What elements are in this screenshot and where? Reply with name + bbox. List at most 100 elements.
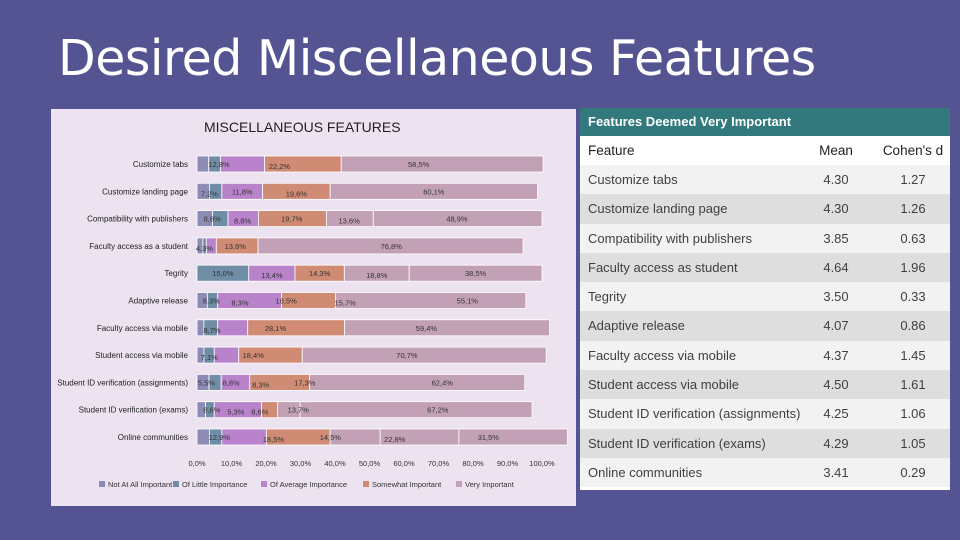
data-label: 60,1%	[423, 187, 445, 196]
data-label: 7,2%	[201, 189, 218, 198]
table-cell-cohens-d: 1.27	[900, 172, 926, 187]
table-row: Customize landing page 4.30 1.26	[580, 194, 950, 224]
table-cell-mean: 4.50	[823, 377, 849, 393]
table-row: Adaptive release 4.07 0.86	[580, 311, 950, 341]
table-cell-cohens-d: 1.96	[900, 259, 926, 275]
legend-swatch	[99, 481, 105, 487]
category-label: Tegrity	[164, 269, 188, 278]
x-tick-label: 80,0%	[462, 459, 484, 468]
data-label: 17,3%	[294, 378, 316, 387]
legend-swatch	[173, 481, 179, 487]
bar-segment	[257, 237, 524, 255]
bar-segment	[217, 319, 249, 337]
table-row: Student access via mobile 4.50 1.61	[580, 370, 950, 400]
category-label: Faculty access as a student	[89, 242, 188, 251]
bar-segment	[213, 346, 240, 364]
data-label: 12,9%	[209, 433, 231, 442]
data-label: 31,5%	[478, 433, 500, 442]
table-cell-cohens-d: 1.45	[900, 347, 926, 363]
table-title: Features Deemed Very Important	[580, 108, 950, 136]
table-row: Compatibility with publishers 3.85 0.63	[580, 223, 950, 253]
table-body: Customize tabs 4.30 1.27 Customize landing …	[580, 165, 950, 488]
chart-title: MISCELLANEOUS FEATURES	[204, 119, 401, 135]
data-label: 13,6%	[225, 242, 247, 251]
category-label: Student access via mobile	[95, 351, 188, 360]
table-cell-feature: Adaptive release	[588, 318, 685, 334]
category-label: Student ID verification (assignments)	[57, 378, 188, 387]
table-cell-cohens-d: 0.63	[900, 230, 926, 246]
data-label: 5,3%	[227, 408, 244, 417]
table-cell-cohens-d: 0.86	[900, 318, 926, 334]
data-label: 18,5%	[263, 435, 285, 444]
legend-label: Very Important	[465, 480, 515, 489]
table-cell-mean: 4.37	[823, 347, 849, 363]
chart-panel: MISCELLANEOUS FEATURES Customize tabs 12,8…	[51, 109, 576, 506]
legend-swatch	[261, 481, 267, 487]
data-label: 28,1%	[265, 324, 287, 333]
data-label: 8,6%	[203, 406, 220, 415]
table-cell-mean: 4.64	[823, 259, 849, 275]
data-label: 8,8%	[223, 378, 240, 387]
data-label: 8,8%	[234, 217, 251, 226]
category-label: Customize landing page	[102, 187, 188, 196]
table-cell-feature: Customize tabs	[588, 172, 678, 187]
bar-segment	[247, 319, 346, 337]
bar-segment	[344, 319, 550, 337]
x-tick-label: 20,0%	[255, 459, 277, 468]
column-header-mean: Mean	[819, 143, 853, 158]
legend-label: Somewhat Important	[372, 480, 442, 489]
data-label: 5,5%	[198, 378, 215, 387]
data-label: 59,4%	[416, 324, 438, 333]
table-cell-mean: 4.30	[823, 201, 849, 217]
category-label: Student ID verification (exams)	[79, 406, 189, 415]
table-row: Faculty access via mobile 4.37 1.45	[580, 340, 950, 371]
data-label: 55,1%	[457, 297, 479, 306]
table-row: Customize tabs 4.30 1.27	[580, 165, 950, 195]
data-label: 8,8%	[204, 215, 221, 224]
table-cell-mean: 4.29	[823, 435, 849, 451]
data-label: 67,2%	[427, 406, 449, 415]
data-label: 19,7%	[281, 215, 303, 224]
x-tick-label: 100,0%	[529, 459, 555, 468]
data-label: 62,4%	[432, 378, 454, 387]
table-cell-feature: Student ID verification (exams)	[588, 435, 766, 451]
data-label: 18,8%	[366, 271, 388, 280]
table-cell-cohens-d: 1.05	[900, 435, 926, 451]
bar-segment	[196, 155, 210, 173]
data-label: 4,3%	[196, 244, 213, 253]
data-label: 13,6%	[339, 217, 361, 226]
column-header-cohens-d: Cohen's d	[882, 143, 944, 158]
data-label: 8,7%	[203, 326, 220, 335]
x-tick-label: 30,0%	[290, 459, 312, 468]
bar-segment	[329, 182, 538, 200]
legend-swatch	[363, 481, 369, 487]
table-cell-feature: Student ID verification (assignments)	[588, 406, 801, 422]
bar-segment	[299, 401, 533, 419]
data-label: 22,8%	[384, 435, 406, 444]
table-cell-mean: 4.07	[823, 318, 849, 334]
table-header-row: Feature Mean Cohen's d	[580, 136, 950, 165]
data-label: 7,1%	[201, 353, 218, 362]
table-cell-cohens-d: 0.29	[900, 464, 926, 480]
table-row: Faculty access as student 4.64 1.96	[580, 252, 950, 283]
table-cell-feature: Tegrity	[588, 289, 627, 305]
legend-label: Of Little Importance	[182, 480, 247, 489]
data-label: 18,4%	[243, 351, 265, 360]
x-tick-label: 10,0%	[221, 459, 243, 468]
bar-segment	[340, 155, 544, 173]
data-label: 14,3%	[309, 269, 331, 278]
bar-segment	[309, 373, 526, 391]
table-cell-cohens-d: 1.06	[900, 406, 926, 422]
data-label: 76,8%	[381, 242, 403, 251]
data-label: 48,9%	[446, 215, 468, 224]
legend-label: Of Average Importance	[270, 480, 347, 489]
data-label: 13,7%	[288, 406, 310, 415]
x-tick-label: 90,0%	[497, 459, 519, 468]
bar-segment	[196, 428, 210, 446]
table-cell-feature: Customize landing page	[588, 201, 728, 217]
bar-segment	[301, 346, 547, 364]
table-cell-cohens-d: 1.26	[900, 201, 926, 217]
table-row: Student ID verification (assignments) 4.2…	[580, 399, 950, 429]
table-row: Online communities 3.41 0.29	[580, 457, 950, 488]
stacked-bar-chart: MISCELLANEOUS FEATURES Customize tabs 12,8…	[57, 119, 568, 489]
